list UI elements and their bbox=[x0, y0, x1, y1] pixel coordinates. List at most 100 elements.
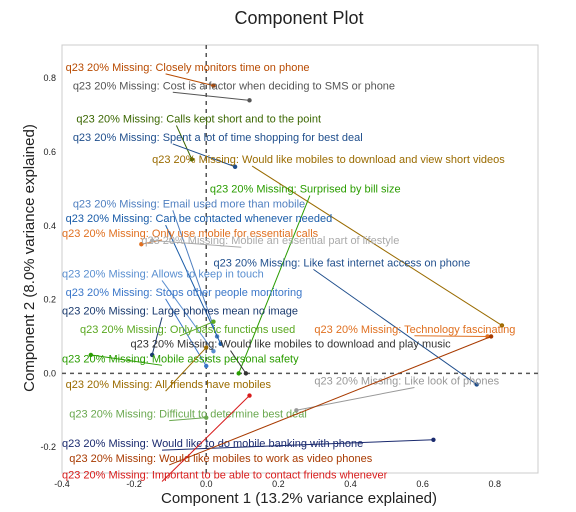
point-label: q23 20% Missing: Would like mobiles to d… bbox=[131, 339, 452, 351]
data-point bbox=[204, 345, 209, 350]
x-tick-label: 0.8 bbox=[488, 479, 501, 489]
point-label: q23 20% Missing: Like fast internet acce… bbox=[213, 257, 470, 269]
data-point-group: q23 20% Missing: Mobile an essential par… bbox=[141, 235, 399, 248]
data-point-group: q23 20% Missing: Calls kept short and to… bbox=[76, 113, 321, 162]
data-point-group: q23 20% Missing: Mobile assists personal… bbox=[62, 352, 299, 366]
point-label: q23 20% Missing: Allows to keep in touch bbox=[62, 268, 264, 280]
data-point bbox=[218, 341, 223, 347]
leader-line bbox=[172, 91, 250, 101]
point-label: q23 20% Missing: Email used more than mo… bbox=[73, 198, 305, 210]
data-point-group: q23 20% Missing: Closely monitors time o… bbox=[66, 62, 310, 88]
data-point-group: q23 20% Missing: Only basic functions us… bbox=[80, 319, 295, 337]
data-point-group: q23 20% Missing: Like look of phones bbox=[294, 375, 500, 413]
data-point-group: q23 20% Missing: Would like mobiles to d… bbox=[152, 154, 505, 328]
data-point-group: q23 20% Missing: Surprised by bill size bbox=[210, 184, 401, 376]
y-tick-label: 0.0 bbox=[43, 368, 56, 378]
point-label: q23 20% Missing: Important to be able to… bbox=[62, 470, 388, 482]
data-point bbox=[149, 238, 155, 243]
y-axis-label: Component 2 (8.0% variance explained) bbox=[21, 124, 38, 392]
point-label: q23 20% Missing: Large phones mean no im… bbox=[62, 305, 298, 317]
point-label: q23 20% Missing: Would like mobiles to w… bbox=[69, 453, 373, 465]
point-label: q23 20% Missing: Would like mobiles to d… bbox=[152, 154, 505, 166]
data-point bbox=[431, 437, 436, 442]
data-point-group: q23 20% Missing: Large phones mean no im… bbox=[62, 305, 298, 358]
point-label: q23 20% Missing: Calls kept short and to… bbox=[76, 113, 321, 125]
leader-line bbox=[151, 317, 163, 356]
data-point-group: q23 20% Missing: Spent a lot of time sho… bbox=[73, 132, 363, 169]
point-label: q23 20% Missing: Technology fascinating bbox=[314, 324, 515, 336]
leader-line bbox=[230, 350, 247, 374]
y-tick-label: 0.6 bbox=[43, 147, 56, 157]
point-label: q23 20% Missing: Mobile an essential par… bbox=[141, 235, 399, 247]
x-tick-label: -0.4 bbox=[54, 479, 70, 489]
data-point-group: q23 20% Missing: Email used more than mo… bbox=[73, 198, 305, 339]
chart-title: Component Plot bbox=[234, 8, 363, 28]
leader-line bbox=[179, 321, 214, 337]
data-point bbox=[211, 83, 216, 88]
data-point bbox=[499, 323, 505, 328]
point-label: q23 20% Missing: Stops other people moni… bbox=[66, 287, 303, 299]
data-point-group: q23 20% Missing: Would like mobiles to d… bbox=[131, 339, 452, 376]
data-point bbox=[189, 157, 195, 162]
point-label: q23 20% Missing: Only basic functions us… bbox=[80, 324, 295, 336]
point-label: q23 20% Missing: Surprised by bill size bbox=[210, 184, 401, 196]
data-point bbox=[243, 371, 249, 376]
leader-line bbox=[251, 165, 503, 326]
data-point bbox=[247, 98, 252, 103]
leader-line bbox=[161, 280, 214, 352]
y-tick-label: 0.2 bbox=[43, 295, 56, 305]
point-label: q23 20% Missing: Difficult to determine … bbox=[69, 409, 307, 421]
data-point bbox=[211, 319, 216, 324]
data-point bbox=[149, 352, 155, 358]
data-point-group: q23 20% Missing: Cost is a factor when d… bbox=[73, 80, 395, 103]
data-point bbox=[88, 352, 94, 358]
leader-line bbox=[172, 143, 236, 168]
leader-line bbox=[161, 439, 434, 451]
leader-line bbox=[165, 73, 214, 87]
leader-line bbox=[414, 335, 488, 337]
leader-line bbox=[169, 417, 207, 422]
point-label: q23 20% Missing: Cost is a factor when d… bbox=[73, 80, 395, 92]
data-point-group: q23 20% Missing: Like fast internet acce… bbox=[213, 257, 479, 387]
point-label: q23 20% Missing: Like look of phones bbox=[314, 375, 499, 387]
point-label: q23 20% Missing: Can be contacted whenev… bbox=[66, 213, 333, 225]
data-point bbox=[247, 393, 252, 398]
leader-line bbox=[161, 395, 250, 482]
x-tick-label: 0.0 bbox=[200, 479, 213, 489]
y-tick-label: -0.2 bbox=[40, 442, 56, 452]
leader-line bbox=[313, 268, 477, 385]
plot-frame bbox=[61, 44, 539, 474]
point-label: q23 20% Missing: Would like to do mobile… bbox=[62, 438, 363, 450]
point-label: q23 20% Missing: Mobile assists personal… bbox=[62, 353, 299, 365]
point-label: q23 20% Missing: Only use mobile for ess… bbox=[62, 228, 319, 240]
data-point bbox=[139, 242, 144, 247]
point-label: q23 20% Missing: Spent a lot of time sho… bbox=[73, 132, 363, 144]
leader-line bbox=[175, 125, 193, 160]
point-label: q23 20% Missing: Closely monitors time o… bbox=[66, 62, 310, 74]
data-points: q23 20% Missing: Closely monitors time o… bbox=[62, 62, 515, 482]
data-point bbox=[232, 164, 238, 169]
x-tick-label: -0.2 bbox=[126, 479, 142, 489]
leader-line bbox=[172, 210, 218, 337]
leader-line bbox=[165, 224, 222, 345]
data-point-group: q23 20% Missing: Technology fascinating bbox=[314, 324, 515, 339]
x-tick-label: 0.6 bbox=[416, 479, 429, 489]
x-axis-label: Component 1 (13.2% variance explained) bbox=[161, 490, 437, 507]
data-point bbox=[204, 415, 209, 420]
x-tick-label: 0.4 bbox=[344, 479, 357, 489]
data-point-group: q23 20% Missing: Difficult to determine … bbox=[69, 409, 307, 422]
data-point-group: q23 20% Missing: Important to be able to… bbox=[62, 393, 388, 482]
data-point bbox=[474, 382, 479, 387]
leader-line bbox=[90, 354, 163, 366]
point-label: q23 20% Missing: All friends have mobile… bbox=[66, 379, 272, 391]
leader-line bbox=[238, 195, 311, 374]
data-point bbox=[211, 349, 216, 354]
data-point-group: q23 20% Missing: Can be contacted whenev… bbox=[66, 213, 333, 347]
data-point-group: q23 20% Missing: Would like to do mobile… bbox=[62, 437, 436, 451]
axis-ticks: -0.4 -0.2 0.0 0.2 0.4 0.6 0.8 -0.2 0.0 0.2 0.4 0.6 0… bbox=[40, 73, 501, 489]
x-tick-label: 0.2 bbox=[272, 479, 285, 489]
data-point-group: q23 20% Missing: Would like mobiles to w… bbox=[69, 334, 494, 466]
y-tick-label: 0.4 bbox=[43, 221, 56, 231]
leader-line bbox=[165, 347, 207, 392]
